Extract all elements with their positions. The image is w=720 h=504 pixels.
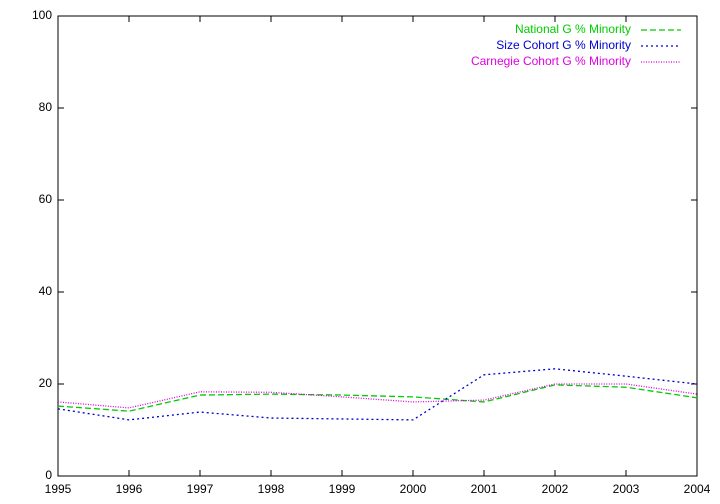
series-line bbox=[57, 383, 698, 409]
series-line bbox=[57, 368, 698, 421]
y-tick-label: 40 bbox=[39, 284, 53, 298]
y-tick-label: 60 bbox=[39, 192, 53, 206]
y-tick-label: 100 bbox=[32, 8, 52, 22]
x-tick-label: 2002 bbox=[542, 482, 569, 496]
x-tick-label: 1998 bbox=[258, 482, 285, 496]
x-tick-label: 2001 bbox=[471, 482, 498, 496]
x-tick-label: 2003 bbox=[613, 482, 640, 496]
x-tick-label: 2000 bbox=[400, 482, 427, 496]
x-tick-label: 1999 bbox=[329, 482, 356, 496]
y-tick-label: 0 bbox=[45, 468, 52, 482]
x-tick-label: 2004 bbox=[684, 482, 711, 496]
x-tick-label: 1996 bbox=[116, 482, 143, 496]
legend-label: National G % Minority bbox=[515, 22, 631, 36]
x-tick-label: 1997 bbox=[187, 482, 214, 496]
legend-label: Size Cohort G % Minority bbox=[496, 38, 631, 52]
legend-label: Carnegie Cohort G % Minority bbox=[471, 54, 631, 68]
y-tick-label: 20 bbox=[39, 376, 53, 390]
y-tick-label: 80 bbox=[39, 100, 53, 114]
plot-frame bbox=[57, 15, 698, 477]
x-tick-label: 1995 bbox=[45, 482, 72, 496]
series-line bbox=[57, 384, 698, 412]
